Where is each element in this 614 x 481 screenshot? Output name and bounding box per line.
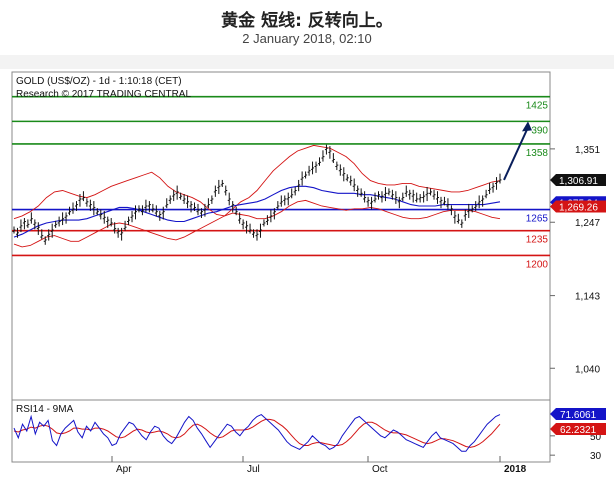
moving-average-line xyxy=(13,185,501,238)
projection-arrow-line xyxy=(503,126,529,181)
lower-band-line xyxy=(13,199,501,248)
instrument-label: GOLD (US$/OZ) - 1d - 1:10:18 (CET) xyxy=(16,76,182,87)
rsi-line xyxy=(13,414,501,452)
price-badge-label: 1,306.91 xyxy=(559,176,598,187)
rsi-badge xyxy=(550,408,606,420)
main-panel xyxy=(11,71,551,401)
y-tick-label: 1,351 xyxy=(575,145,600,156)
rsi-layer: 50 30 71.6061 62.2321 xyxy=(13,408,606,462)
research-label: Research © 2017 TRADING CENTRAL xyxy=(16,89,191,100)
upper-band-line xyxy=(13,144,501,220)
level-label: 1265 xyxy=(526,214,549,225)
rsi-y-tick-label: 50 xyxy=(590,432,602,443)
rsi-badge-label: 71.6061 xyxy=(560,410,597,421)
x-tick-label: 2018 xyxy=(504,464,527,475)
level-label: 1235 xyxy=(526,235,549,246)
y-tick-label: 1,247 xyxy=(575,218,600,229)
rsi-y-tick-label: 30 xyxy=(590,451,602,462)
level-label: 390 xyxy=(531,125,548,136)
x-tick-label: Apr xyxy=(116,464,132,475)
header: 黄金 短线: 反转向上。 2 January 2018, 02:10 xyxy=(0,0,614,55)
x-tick-label: Oct xyxy=(372,464,388,475)
level-label: 1200 xyxy=(526,259,549,270)
header-band xyxy=(0,55,614,69)
page-subtitle: 2 January 2018, 02:10 xyxy=(242,31,372,46)
price-badge xyxy=(550,200,606,213)
y-tick-label: 1,143 xyxy=(575,292,600,303)
rsi-badge-label: 62.2321 xyxy=(560,425,597,436)
price-badge xyxy=(550,173,606,186)
rsi-label: RSI14 - 9MA xyxy=(16,404,74,415)
level-label: 1425 xyxy=(526,101,549,112)
rsi-badge xyxy=(550,423,606,435)
rsi-ma-line xyxy=(13,418,501,448)
level-label: 1358 xyxy=(526,148,549,159)
y-tick-label: 1,040 xyxy=(575,364,600,375)
main-layer: Apr Jul Oct 2018 1,351 1,247 1,143 1,040 1425 390… xyxy=(12,95,606,475)
price-badge-label: 1,269.26 xyxy=(559,203,598,214)
page-title: 黄金 短线: 反转向上。 xyxy=(221,11,393,31)
projection-arrow-head xyxy=(522,121,532,132)
x-tick-label: Jul xyxy=(247,464,260,475)
rsi-panel xyxy=(11,399,551,463)
